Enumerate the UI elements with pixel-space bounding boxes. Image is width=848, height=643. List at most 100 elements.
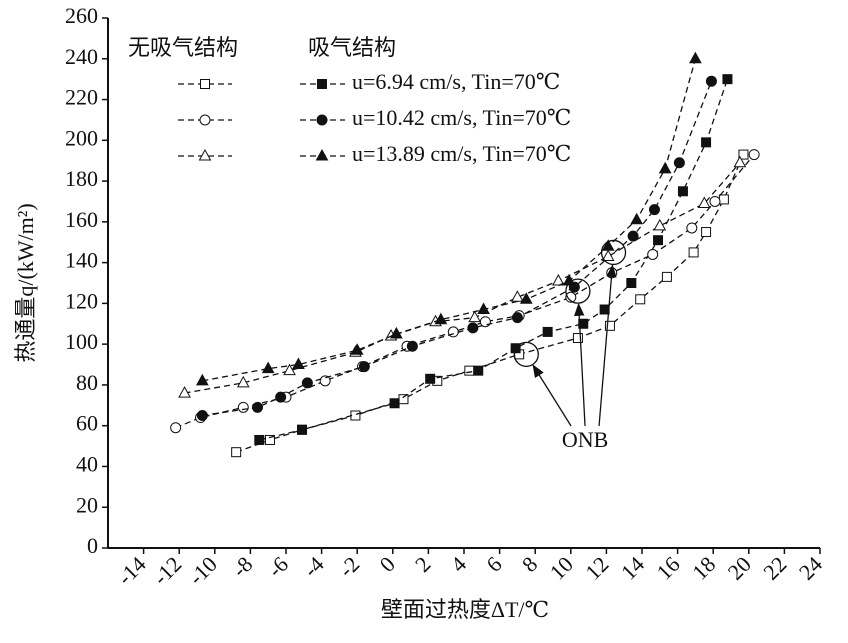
x-tick-label: 20 — [723, 551, 756, 584]
marker — [358, 361, 370, 373]
series-line — [202, 80, 713, 417]
marker — [648, 204, 660, 216]
y-tick-label: 20 — [76, 492, 98, 517]
y-axis-label: 热通量q/(kW/m²) — [13, 203, 38, 362]
legend-label: u=13.89 cm/s, Tin=70℃ — [352, 141, 571, 166]
marker — [697, 196, 711, 208]
x-tick-label: 4 — [446, 551, 471, 576]
marker — [292, 357, 305, 370]
marker — [601, 239, 615, 251]
legend-marker — [317, 79, 327, 89]
x-tick-label: -6 — [262, 551, 293, 582]
annotation-arrow — [574, 302, 586, 427]
marker — [626, 278, 637, 288]
marker — [578, 318, 589, 329]
y-tick-label: 180 — [65, 166, 98, 191]
y-tick-label: 80 — [76, 370, 98, 395]
marker — [701, 227, 712, 238]
marker — [196, 410, 208, 421]
marker — [425, 373, 436, 384]
marker — [635, 294, 646, 305]
marker — [297, 424, 308, 435]
marker — [627, 230, 639, 242]
marker — [350, 410, 361, 421]
marker — [572, 333, 583, 344]
marker — [661, 271, 672, 282]
x-tick-label: -14 — [112, 551, 150, 589]
marker — [562, 273, 576, 286]
annotation-label: ONB — [562, 427, 608, 452]
marker — [733, 155, 747, 168]
x-tick-label: 12 — [580, 551, 613, 584]
marker — [231, 447, 242, 458]
marker — [477, 302, 490, 314]
x-tick-label: 0 — [374, 551, 399, 576]
marker — [748, 149, 760, 161]
marker — [738, 149, 749, 160]
marker — [604, 320, 615, 331]
marker — [237, 401, 249, 413]
legend-label: u=6.94 cm/s, Tin=70℃ — [352, 69, 560, 94]
legend-group: 无吸气结构 — [128, 35, 238, 60]
annotation-arrow — [598, 264, 617, 427]
legend-marker — [200, 79, 210, 89]
x-tick-label: 6 — [481, 551, 506, 576]
marker — [468, 310, 482, 323]
x-tick-label: 2 — [410, 551, 435, 576]
x-tick-label: 22 — [758, 551, 791, 584]
marker — [686, 222, 698, 234]
marker — [254, 434, 265, 445]
marker — [511, 312, 523, 324]
series-line — [259, 78, 729, 441]
marker — [601, 249, 615, 261]
marker — [673, 157, 685, 169]
marker — [653, 218, 667, 231]
marker — [319, 375, 331, 387]
series-line — [175, 154, 755, 429]
x-tick-label: -12 — [148, 551, 186, 589]
x-tick-label: 16 — [651, 551, 684, 584]
marker — [301, 377, 313, 389]
x-tick-label: 14 — [616, 551, 649, 584]
y-tick-label: 140 — [65, 248, 98, 273]
y-tick-label: 220 — [65, 85, 98, 110]
x-tick-label: 8 — [517, 551, 542, 576]
marker — [689, 51, 702, 64]
marker — [677, 186, 688, 197]
marker — [705, 75, 717, 87]
annotation-arrow — [532, 364, 572, 427]
y-tick-label: 0 — [87, 533, 98, 558]
marker — [701, 137, 712, 148]
marker — [647, 248, 659, 260]
marker — [389, 398, 400, 409]
marker — [709, 195, 721, 207]
y-tick-label: 240 — [65, 44, 98, 69]
marker — [630, 212, 644, 225]
marker — [519, 292, 533, 304]
marker — [236, 375, 250, 388]
x-tick-label: 10 — [545, 551, 578, 584]
legend-marker — [199, 114, 211, 126]
marker — [542, 326, 553, 337]
y-tick-label: 40 — [76, 452, 98, 477]
x-tick-label: -4 — [298, 551, 329, 582]
marker — [264, 434, 275, 445]
marker — [252, 401, 264, 413]
series-line — [184, 162, 741, 394]
marker — [350, 343, 364, 355]
y-tick-label: 60 — [76, 411, 98, 436]
legend-marker — [316, 114, 328, 126]
legend-label: u=10.42 cm/s, Tin=70℃ — [352, 105, 571, 130]
marker — [390, 326, 403, 339]
y-tick-label: 100 — [65, 329, 98, 354]
marker — [722, 74, 733, 85]
x-tick-label: -2 — [334, 551, 365, 582]
y-tick-label: 200 — [65, 125, 98, 150]
marker — [473, 365, 484, 376]
x-tick-label: 24 — [794, 551, 827, 584]
x-axis-label: 壁面过热度ΔT/℃ — [381, 597, 549, 622]
y-tick-label: 260 — [65, 3, 98, 28]
marker — [283, 363, 296, 376]
x-tick-label: -10 — [183, 551, 221, 589]
marker — [398, 394, 409, 405]
